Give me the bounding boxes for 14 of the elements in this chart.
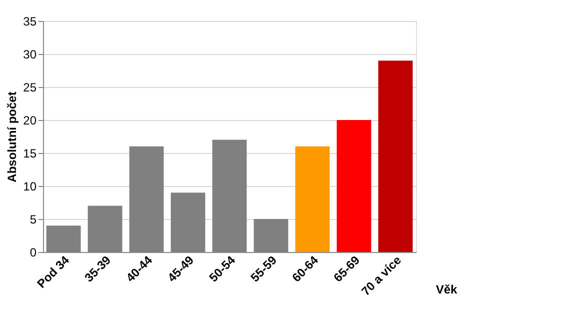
- y-tick-label: 15: [23, 146, 37, 160]
- y-tick-label: 30: [23, 48, 37, 62]
- y-tick-label: 25: [23, 80, 37, 94]
- bar: [378, 60, 413, 252]
- y-tick-label: 0: [30, 246, 37, 260]
- bar: [336, 120, 372, 252]
- y-axis-title: Absolutní počet: [5, 92, 20, 182]
- x-axis-title: Věk: [436, 282, 458, 296]
- bar: [295, 146, 330, 252]
- y-tick-label: 20: [23, 114, 37, 128]
- y-tick-label: 35: [23, 14, 37, 28]
- x-tick-label: 70 a více: [358, 252, 404, 298]
- y-tick-label: 5: [30, 212, 37, 226]
- y-tick-label: 10: [23, 180, 37, 194]
